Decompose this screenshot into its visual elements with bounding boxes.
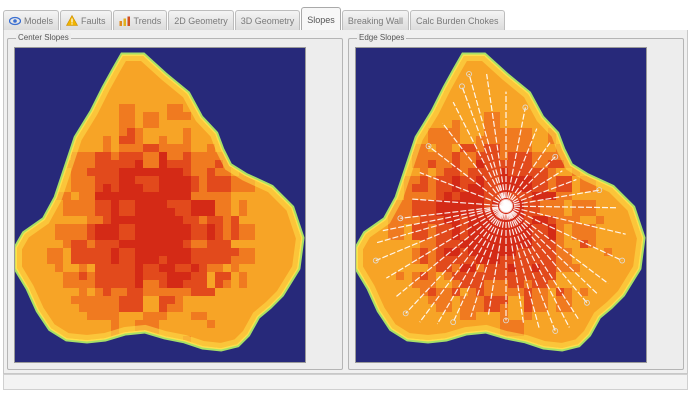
tab-trends[interactable]: Trends xyxy=(112,10,168,30)
tab-calc-burden-chokes[interactable]: Calc Burden Chokes xyxy=(410,10,505,30)
chart-icon xyxy=(119,15,131,27)
tab-label: Trends xyxy=(133,15,162,26)
tab-label: Slopes xyxy=(307,14,335,25)
status-bar xyxy=(3,374,688,390)
tab-2d-geometry[interactable]: 2D Geometry xyxy=(168,10,234,30)
tab-models[interactable]: Models xyxy=(3,10,60,30)
tab-faults[interactable]: Faults xyxy=(60,10,112,30)
center-slopes-plot[interactable] xyxy=(14,47,306,363)
tab-slopes[interactable]: Slopes xyxy=(301,7,341,31)
warning-icon xyxy=(66,15,79,27)
center-slopes-panel: Center Slopes xyxy=(7,33,343,370)
panel-title: Center Slopes xyxy=(16,33,71,42)
tab-breaking-wall[interactable]: Breaking Wall xyxy=(341,10,409,30)
tab-label: 2D Geometry xyxy=(174,15,228,26)
eye-icon xyxy=(9,15,21,27)
tab-label: Models xyxy=(24,15,54,26)
edge-slopes-plot[interactable] xyxy=(355,47,647,363)
edge-slopes-panel: Edge Slopes xyxy=(348,33,684,370)
tab-label: Breaking Wall xyxy=(347,15,403,26)
slopes-content: Center Slopes Edge Slopes xyxy=(3,30,688,374)
tab-bar: Models Faults Trends 2D Geometry 3D Geom… xyxy=(3,4,688,31)
center-slopes-heatmap xyxy=(15,48,305,362)
panel-title: Edge Slopes xyxy=(357,33,407,42)
tab-label: 3D Geometry xyxy=(240,15,295,26)
tab-3d-geometry[interactable]: 3D Geometry xyxy=(234,10,301,30)
edge-slopes-heatmap xyxy=(356,48,646,362)
tab-label: Faults xyxy=(81,15,106,26)
tab-label: Calc Burden Chokes xyxy=(416,15,499,26)
